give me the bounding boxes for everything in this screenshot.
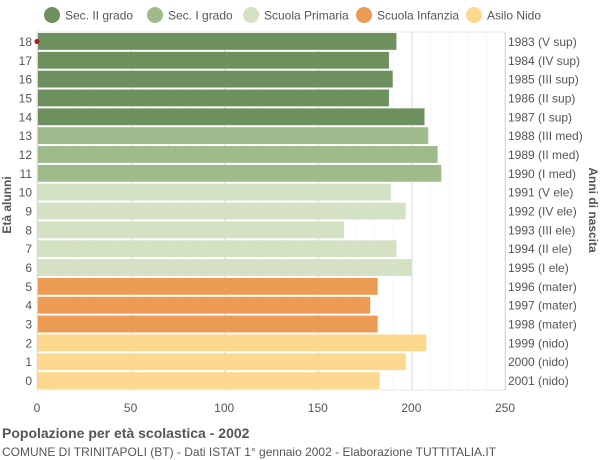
bar-age-17 [38, 51, 389, 69]
legend-label: Scuola Infanzia [377, 9, 459, 23]
y-axis-label-left: Età alunni [0, 176, 14, 233]
bar-age-16 [38, 70, 393, 88]
bar-age-10 [38, 183, 391, 201]
legend-item: Scuola Infanzia [356, 7, 459, 23]
school-age-population-chart: Sec. II grado Sec. I grado Scuola Primaria… [0, 7, 600, 415]
age-tick-label: 4 [25, 299, 32, 313]
birth-year-tick-labels: 1983 (V sup) 1984 (IV sup) 1985 (III sup) 1… [508, 35, 583, 388]
legend-swatch [147, 7, 163, 23]
chart-subtitle: COMUNE DI TRINITAPOLI (BT) - Dati ISTAT … [2, 445, 497, 459]
bar-age-15 [38, 89, 389, 107]
age-tick-label: 12 [19, 148, 33, 162]
age-tick-label: 11 [20, 167, 33, 181]
bar-age-8 [38, 221, 345, 239]
legend-item: Asilo Nido [466, 7, 541, 23]
bar-age-7 [38, 240, 397, 258]
age-tick-label: 17 [19, 54, 33, 68]
age-tick-label: 15 [19, 91, 33, 105]
birth-year-tick-label: 2001 (nido) [508, 374, 569, 388]
age-tick-label: 2 [25, 336, 32, 350]
legend-swatch [44, 7, 60, 23]
bar-age-3 [38, 315, 378, 333]
marker-dot [34, 38, 40, 45]
bar-age-11 [38, 164, 442, 182]
birth-year-tick-label: 1986 (II sup) [508, 91, 575, 105]
birth-year-tick-label: 1998 (mater) [508, 318, 577, 332]
x-tick-label: 250 [495, 401, 515, 415]
age-tick-label: 10 [19, 186, 33, 200]
legend-swatch [356, 7, 372, 23]
birth-year-tick-label: 1999 (nido) [508, 336, 569, 350]
bar-age-18 [38, 33, 397, 50]
bar-age-14 [38, 108, 425, 126]
bar-age-2 [38, 334, 427, 352]
age-tick-label: 3 [25, 318, 32, 332]
x-tick-label: 200 [401, 401, 421, 415]
birth-year-tick-label: 1988 (III med) [508, 129, 583, 143]
legend-label: Asilo Nido [487, 9, 541, 23]
legend-item: Sec. I grado [147, 7, 233, 23]
bar-age-12 [38, 146, 438, 163]
bar-age-1 [38, 353, 406, 371]
age-tick-label: 18 [19, 35, 33, 49]
x-tick-labels: 0 50 100 150 200 250 [34, 401, 516, 415]
birth-year-tick-label: 1994 (II ele) [508, 242, 572, 256]
bar-age-6 [38, 259, 412, 276]
birth-year-tick-label: 1984 (IV sup) [508, 54, 580, 68]
birth-year-tick-label: 1993 (III ele) [508, 223, 575, 237]
legend-swatch [466, 7, 482, 23]
age-tick-label: 7 [25, 242, 32, 256]
age-tick-label: 14 [19, 110, 33, 124]
bar-age-13 [38, 127, 429, 145]
chart-title: Popolazione per età scolastica - 2002 [2, 425, 250, 441]
birth-year-tick-label: 1991 (V ele) [508, 186, 573, 200]
legend: Sec. II grado Sec. I grado Scuola Primaria… [44, 7, 541, 23]
age-tick-label: 1 [25, 355, 32, 369]
age-tick-label: 13 [19, 129, 33, 143]
bar-age-4 [38, 296, 371, 314]
legend-label: Scuola Primaria [264, 9, 349, 23]
x-tick-label: 0 [34, 401, 41, 415]
legend-item: Scuola Primaria [243, 7, 349, 23]
legend-swatch [243, 7, 259, 23]
age-tick-label: 6 [25, 261, 32, 275]
bar-age-9 [38, 202, 406, 220]
birth-year-tick-label: 1990 (I med) [508, 167, 576, 181]
age-tick-label: 9 [25, 205, 32, 219]
age-tick-label: 5 [25, 280, 32, 294]
age-tick-label: 0 [25, 374, 32, 388]
legend-label: Sec. I grado [168, 9, 233, 23]
legend-item: Sec. II grado [44, 7, 133, 23]
bar-age-5 [38, 277, 378, 295]
age-tick-label: 8 [25, 223, 32, 237]
bars [34, 33, 442, 389]
age-tick-label: 16 [19, 73, 33, 87]
birth-year-tick-label: 1989 (II med) [508, 148, 579, 162]
birth-year-tick-label: 1996 (mater) [508, 280, 577, 294]
y-axis-label-right: Anni di nascita [586, 167, 600, 253]
birth-year-tick-label: 1987 (I sup) [508, 110, 572, 124]
birth-year-tick-label: 1995 (I ele) [508, 261, 569, 275]
birth-year-tick-label: 2000 (nido) [508, 355, 569, 369]
legend-label: Sec. II grado [65, 9, 133, 23]
birth-year-tick-label: 1985 (III sup) [508, 73, 579, 87]
birth-year-tick-label: 1997 (mater) [508, 299, 577, 313]
x-tick-label: 50 [124, 401, 138, 415]
x-tick-label: 150 [308, 401, 328, 415]
birth-year-tick-label: 1992 (IV ele) [508, 205, 577, 219]
bar-age-0 [38, 372, 380, 389]
birth-year-tick-label: 1983 (V sup) [508, 35, 577, 49]
x-tick-label: 100 [214, 401, 234, 415]
